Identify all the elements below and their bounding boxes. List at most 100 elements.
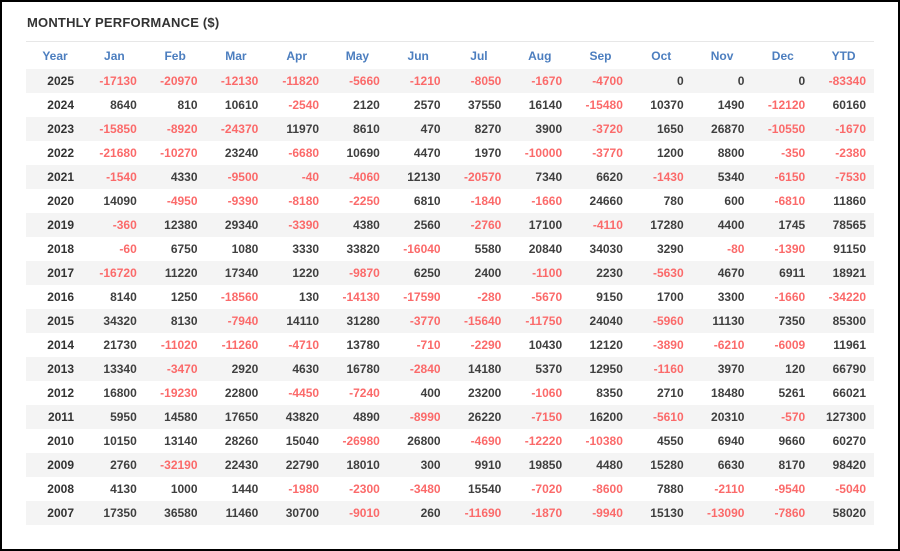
- cell-jan: 17350: [103, 506, 137, 520]
- cell-ytd: 18921: [832, 266, 866, 280]
- cell-apr: 43820: [285, 410, 320, 424]
- cell-mar: 2920: [231, 362, 259, 376]
- cell-sep: -4700: [592, 74, 623, 88]
- cell-ytd: 11961: [833, 338, 866, 352]
- cell-oct: 4550: [656, 434, 684, 448]
- cell-jun: 26800: [407, 434, 441, 448]
- cell-apr: 15040: [285, 434, 320, 448]
- cell-apr: -6680: [288, 146, 320, 160]
- cell-feb: -11020: [160, 338, 198, 352]
- cell-mar: -24370: [220, 122, 259, 136]
- table-row: 2017 -16720 11220 17340 1220 -9870 6250 2400 -11…: [26, 261, 874, 285]
- cell-sep: 8350: [596, 386, 623, 400]
- cell-feb: 1000: [170, 482, 198, 496]
- table-row: 2014 21730 -11020 -11260 -4710 13780 -710 -2290…: [26, 333, 874, 357]
- cell-aug: 3900: [535, 122, 563, 136]
- cell-apr: -3390: [288, 218, 320, 232]
- cell-jun: -8990: [409, 410, 441, 424]
- cell-jan: 2760: [110, 458, 137, 472]
- cell-oct: 780: [663, 194, 684, 208]
- cell-jun: -3770: [409, 314, 441, 328]
- cell-aug: -1660: [531, 194, 563, 208]
- cell-jul: -20570: [463, 170, 502, 184]
- column-header-ytd: YTD: [831, 49, 856, 63]
- cell-jan: -16720: [99, 266, 137, 280]
- cell-mar: -11260: [221, 338, 259, 352]
- cell-jul: 23200: [467, 386, 502, 400]
- column-header-nov: Nov: [710, 49, 734, 63]
- cell-oct: -1160: [653, 362, 684, 376]
- cell-nov: -2110: [714, 482, 745, 496]
- page-title: MONTHLY PERFORMANCE ($): [27, 15, 220, 30]
- cell-apr: 22790: [285, 458, 320, 472]
- cell-may: 8610: [353, 122, 380, 136]
- cell-dec: 9660: [778, 434, 806, 448]
- year-cell: 2014: [47, 338, 74, 352]
- cell-feb: -3470: [166, 362, 198, 376]
- cell-feb: 810: [177, 98, 198, 112]
- cell-ytd: 60160: [832, 98, 866, 112]
- cell-may: -14130: [342, 290, 380, 304]
- cell-oct: -1430: [652, 170, 684, 184]
- cell-may: -2300: [349, 482, 380, 496]
- table-row: 2010 10150 13140 28260 15040 -26980 26800 -4690…: [26, 429, 874, 453]
- cell-oct: 0: [676, 74, 684, 88]
- cell-nov: 11130: [712, 314, 745, 328]
- cell-jun: 470: [420, 122, 441, 136]
- cell-jan: 5950: [110, 410, 137, 424]
- cell-jul: -15640: [463, 314, 502, 328]
- cell-mar: 11460: [225, 506, 259, 520]
- cell-dec: -6009: [774, 338, 806, 352]
- table-row: 2007 17350 36580 11460 30700 -9010 260 -11690 -1…: [26, 501, 874, 525]
- cell-nov: 4670: [717, 266, 745, 280]
- cell-feb: -19230: [160, 386, 198, 400]
- table-row: 2012 16800 -19230 22800 -4450 -7240 400 23200 -1…: [26, 381, 874, 405]
- cell-sep: -8600: [592, 482, 623, 496]
- cell-feb: 6750: [170, 242, 198, 256]
- cell-dec: 120: [785, 362, 806, 376]
- cell-mar: 10610: [224, 98, 259, 112]
- cell-sep: 12950: [589, 362, 623, 376]
- year-cell: 2024: [47, 98, 74, 112]
- cell-may: -9010: [349, 506, 380, 520]
- cell-feb: 14580: [164, 410, 198, 424]
- cell-ytd: -2380: [835, 146, 866, 160]
- cell-jan: -60: [119, 242, 137, 256]
- cell-oct: 10370: [650, 98, 684, 112]
- cell-aug: 16140: [528, 98, 563, 112]
- cell-apr: -40: [301, 170, 320, 184]
- cell-sep: -3770: [592, 146, 623, 160]
- cell-jul: 15540: [467, 482, 502, 496]
- cell-jan: 16800: [103, 386, 137, 400]
- column-header-aug: Aug: [528, 49, 552, 63]
- cell-dec: 1745: [778, 218, 806, 232]
- cell-jun: 300: [420, 458, 441, 472]
- table-row: 2019 -360 12380 29340 -3390 4380 2560 -2760 1710…: [26, 213, 874, 237]
- cell-aug: -1670: [531, 74, 563, 88]
- cell-sep: 24660: [589, 194, 623, 208]
- cell-aug: -12220: [524, 434, 563, 448]
- cell-may: 16780: [346, 362, 380, 376]
- cell-sep: 16200: [589, 410, 623, 424]
- cell-jul: 37550: [467, 98, 502, 112]
- cell-may: -9870: [349, 266, 380, 280]
- cell-jun: 6250: [413, 266, 441, 280]
- cell-jan: 21730: [103, 338, 137, 352]
- cell-jul: -1840: [470, 194, 502, 208]
- year-cell: 2023: [47, 122, 74, 136]
- cell-jun: -710: [416, 338, 441, 352]
- cell-jul: -2290: [470, 338, 502, 352]
- cell-mar: -9390: [227, 194, 259, 208]
- column-header-sep: Sep: [589, 49, 612, 63]
- cell-aug: 10430: [528, 338, 563, 352]
- cell-jan: -21680: [99, 146, 137, 160]
- cell-oct: 1650: [656, 122, 684, 136]
- cell-jul: -11690: [464, 506, 502, 520]
- cell-nov: 8800: [717, 146, 745, 160]
- cell-dec: -6810: [774, 194, 806, 208]
- cell-nov: 3300: [717, 290, 745, 304]
- table-row: 2009 2760 -32190 22430 22790 18010 300 9910 1985…: [26, 453, 874, 477]
- cell-dec: -1390: [774, 242, 806, 256]
- cell-may: 18010: [346, 458, 380, 472]
- cell-may: 4890: [353, 410, 380, 424]
